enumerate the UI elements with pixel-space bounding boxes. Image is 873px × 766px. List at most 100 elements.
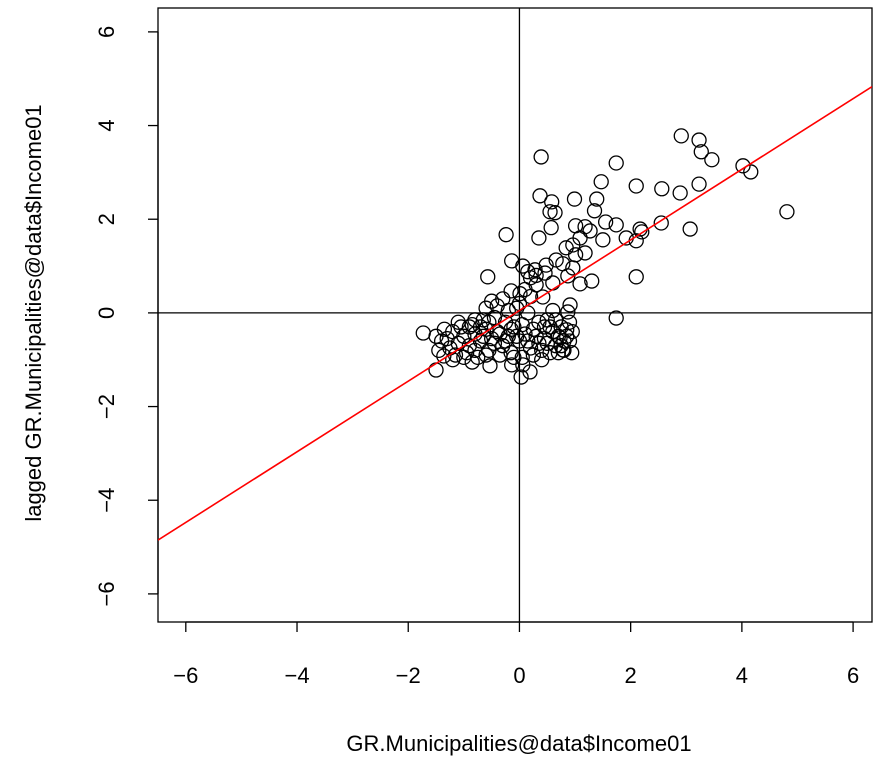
y-tick-label: −2 (94, 394, 119, 419)
point (506, 319, 522, 335)
point (566, 191, 583, 207)
point (428, 362, 444, 378)
y-tick-label: −4 (94, 488, 119, 513)
point (498, 227, 514, 243)
x-tick-label: 6 (847, 663, 859, 688)
point (467, 342, 483, 359)
point (433, 333, 450, 349)
point (567, 247, 584, 263)
point (628, 269, 644, 285)
point (547, 312, 564, 328)
point (597, 214, 614, 230)
y-axis-label: lagged GR.Municipalities@data$Income01 (21, 104, 46, 521)
point (691, 132, 707, 148)
point (543, 220, 559, 236)
point (456, 349, 472, 366)
point (504, 357, 520, 373)
point (654, 181, 670, 197)
point (522, 270, 539, 286)
point (628, 178, 644, 194)
point (537, 265, 553, 281)
point (538, 257, 554, 273)
point (464, 354, 480, 370)
point (564, 323, 580, 340)
point (512, 286, 528, 302)
point (478, 300, 494, 316)
x-tick-label: −4 (284, 663, 309, 688)
point (565, 260, 581, 276)
y-tick-label: 6 (94, 26, 119, 38)
point (560, 304, 576, 320)
point (450, 314, 466, 330)
x-tick-label: 0 (513, 663, 525, 688)
point (482, 358, 498, 374)
point (534, 352, 550, 368)
point (608, 310, 624, 326)
point (577, 245, 593, 261)
x-tick-label: 4 (736, 663, 748, 688)
point (527, 262, 543, 278)
point (682, 221, 698, 237)
y-tick-label: 0 (94, 307, 119, 319)
y-tick-label: 2 (94, 213, 119, 225)
point (522, 364, 538, 380)
point (504, 253, 520, 269)
point (565, 237, 581, 253)
point (503, 283, 519, 299)
point (561, 333, 578, 349)
point (693, 144, 709, 160)
point (595, 232, 611, 248)
point (532, 188, 548, 204)
point (458, 345, 475, 361)
point (562, 297, 578, 313)
point (608, 155, 624, 171)
point (513, 369, 529, 385)
point (533, 149, 549, 165)
point (467, 312, 483, 328)
point (743, 164, 759, 180)
point (547, 338, 564, 354)
point (531, 230, 547, 246)
point (704, 152, 720, 168)
point (431, 342, 447, 359)
point (634, 224, 650, 240)
x-tick-label: −6 (173, 663, 198, 688)
point (480, 269, 496, 285)
point (456, 328, 472, 344)
plot-area (158, 8, 872, 622)
point (535, 289, 551, 305)
point (545, 302, 561, 319)
y-tick-label: 4 (94, 119, 119, 131)
point (735, 158, 751, 174)
point (561, 314, 578, 330)
point (556, 342, 572, 359)
point (608, 217, 624, 233)
point (653, 215, 669, 231)
point (525, 321, 542, 337)
point (506, 349, 522, 366)
point (486, 335, 503, 351)
point (514, 349, 530, 366)
point (517, 326, 533, 342)
point (673, 128, 689, 144)
point (589, 191, 605, 207)
point (586, 203, 603, 219)
point (539, 312, 555, 328)
point (672, 185, 688, 201)
point (593, 174, 609, 190)
point (564, 345, 580, 361)
point (453, 319, 469, 335)
point (478, 347, 494, 363)
point (542, 204, 558, 220)
point (553, 338, 569, 354)
point (475, 328, 491, 344)
point (572, 276, 588, 292)
fit-line (158, 85, 872, 541)
point (547, 205, 563, 221)
x-axis-label: GR.Municipalities@data$Income01 (346, 731, 691, 756)
point (436, 348, 452, 364)
x-tick-label: −2 (396, 663, 421, 688)
point (544, 194, 560, 210)
y-tick-label: −6 (94, 581, 119, 606)
